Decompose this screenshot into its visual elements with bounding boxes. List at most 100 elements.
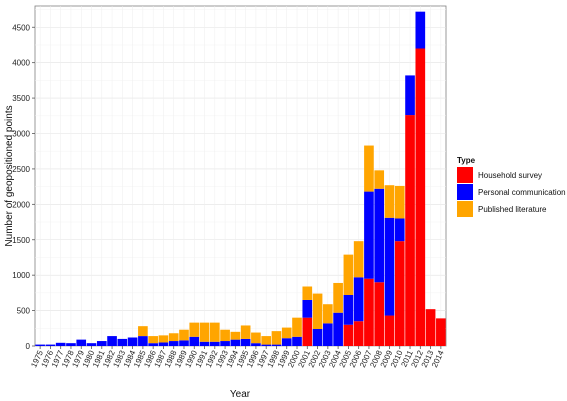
- plot-background: [34, 5, 447, 347]
- bar-personal-communication-1986: [148, 343, 158, 346]
- bar-personal-communication-2010: [394, 218, 405, 242]
- legend-label-personal-communication: Personal communication: [478, 188, 566, 197]
- bar-personal-communication-1985: [138, 336, 148, 346]
- bar-published-literature-1986: [148, 336, 158, 344]
- bar-published-literature-1996: [251, 332, 261, 344]
- y-tick-label: 3500: [12, 94, 30, 103]
- legend-label-published-literature: Published literature: [478, 205, 547, 214]
- bar-published-literature-2008: [374, 170, 385, 189]
- bar-personal-communication-1984: [127, 337, 138, 346]
- legend-label-household-survey: Household survey: [478, 171, 542, 180]
- y-axis-title: Number of geopositioned points: [4, 105, 15, 246]
- bar-personal-communication-1975: [35, 344, 45, 346]
- bar-personal-communication-1995: [240, 338, 251, 346]
- y-tick-label: 3000: [12, 130, 30, 139]
- bar-personal-communication-1987: [158, 342, 169, 346]
- bar-household-survey-2013: [425, 309, 436, 346]
- bar-published-literature-2005: [343, 254, 354, 295]
- bar-personal-communication-1993: [220, 341, 230, 346]
- bar-personal-communication-2006: [353, 277, 364, 322]
- bar-published-literature-1995: [240, 325, 251, 339]
- bar-personal-communication-2004: [333, 312, 343, 346]
- bar-personal-communication-1990: [189, 336, 200, 346]
- bar-published-literature-2001: [302, 286, 313, 300]
- bar-personal-communication-1994: [230, 339, 241, 346]
- bar-household-survey-2001: [302, 317, 313, 346]
- bar-published-literature-2006: [353, 241, 364, 278]
- bar-household-survey-2008: [374, 282, 385, 346]
- bar-published-literature-1997: [261, 336, 272, 345]
- bar-published-literature-2000: [292, 317, 302, 337]
- y-tick-label: 500: [17, 307, 31, 316]
- bar-household-survey-2007: [364, 278, 374, 346]
- y-axis: 0 500 1000 1500 2000 2500 3000 3500 4000 4500: [12, 23, 35, 351]
- x-axis-title: Year: [230, 389, 251, 400]
- bar-personal-communication-1988: [168, 341, 179, 346]
- bar-household-survey-2014: [436, 318, 446, 346]
- bar-personal-communication-2003: [323, 323, 333, 346]
- bar-personal-communication-2001: [302, 299, 313, 318]
- bar-personal-communication-1982: [107, 336, 117, 346]
- y-tick-label: 2500: [12, 165, 30, 174]
- bar-personal-communication-1978: [66, 343, 76, 346]
- bar-published-literature-1989: [179, 329, 189, 341]
- bar-published-literature-1987: [158, 335, 169, 343]
- y-tick-label: 4000: [12, 59, 30, 68]
- bar-personal-communication-2008: [374, 188, 385, 283]
- bar-published-literature-1999: [281, 327, 292, 339]
- bar-personal-communication-1976: [45, 344, 56, 346]
- bar-personal-communication-1979: [76, 339, 87, 346]
- bar-personal-communication-1999: [281, 338, 292, 346]
- bar-published-literature-1985: [138, 326, 148, 337]
- legend-swatch-household-survey: [457, 167, 473, 183]
- bar-personal-communication-1980: [86, 343, 97, 346]
- bar-published-literature-1998: [271, 331, 282, 345]
- bar-personal-communication-2000: [292, 336, 302, 346]
- bar-household-survey-2011: [405, 115, 415, 346]
- x-axis: 1975197619771978197919801981198219831984…: [29, 346, 446, 369]
- bar-personal-communication-1991: [199, 341, 210, 346]
- bars: [35, 11, 446, 346]
- y-tick-label: 2000: [12, 200, 30, 209]
- bar-personal-communication-1977: [55, 342, 66, 346]
- legend-swatch-personal-communication: [457, 184, 473, 200]
- y-tick-label: 4500: [12, 23, 30, 32]
- bar-personal-communication-2009: [384, 217, 395, 316]
- bar-household-survey-2006: [353, 321, 364, 346]
- y-tick-label: 0: [26, 342, 31, 351]
- bar-published-literature-1992: [209, 322, 220, 342]
- bar-personal-communication-1998: [271, 344, 282, 346]
- legend: Type Household survey Personal communicat…: [457, 156, 566, 217]
- bar-personal-communication-1992: [209, 341, 220, 346]
- legend-title: Type: [457, 156, 476, 165]
- bar-published-literature-2002: [312, 293, 323, 329]
- bar-published-literature-1991: [199, 322, 210, 342]
- bar-household-survey-2009: [384, 315, 395, 346]
- bar-household-survey-2010: [394, 241, 405, 346]
- bar-published-literature-2009: [384, 185, 395, 218]
- bar-personal-communication-1981: [96, 341, 107, 346]
- y-tick-label: 1000: [12, 271, 30, 280]
- bar-personal-communication-1996: [251, 343, 261, 346]
- bar-household-survey-2012: [415, 48, 426, 346]
- bar-published-literature-1988: [168, 333, 179, 342]
- bar-personal-communication-1983: [117, 338, 128, 346]
- bar-published-literature-1993: [220, 329, 230, 342]
- bar-personal-communication-1997: [261, 344, 272, 346]
- bar-published-literature-2003: [323, 304, 333, 324]
- bar-household-survey-2005: [343, 324, 354, 346]
- bar-published-literature-2010: [394, 185, 405, 219]
- legend-swatch-published-literature: [457, 201, 473, 217]
- bar-personal-communication-2011: [405, 75, 415, 116]
- bar-personal-communication-2005: [343, 295, 354, 325]
- bar-published-literature-2007: [364, 145, 374, 192]
- bar-published-literature-1990: [189, 322, 200, 337]
- bar-personal-communication-1989: [179, 340, 189, 346]
- bar-personal-communication-2002: [312, 329, 323, 346]
- y-tick-label: 1500: [12, 236, 30, 245]
- bar-published-literature-1994: [230, 331, 241, 340]
- bar-personal-communication-2007: [364, 191, 374, 279]
- bar-personal-communication-2012: [415, 11, 426, 49]
